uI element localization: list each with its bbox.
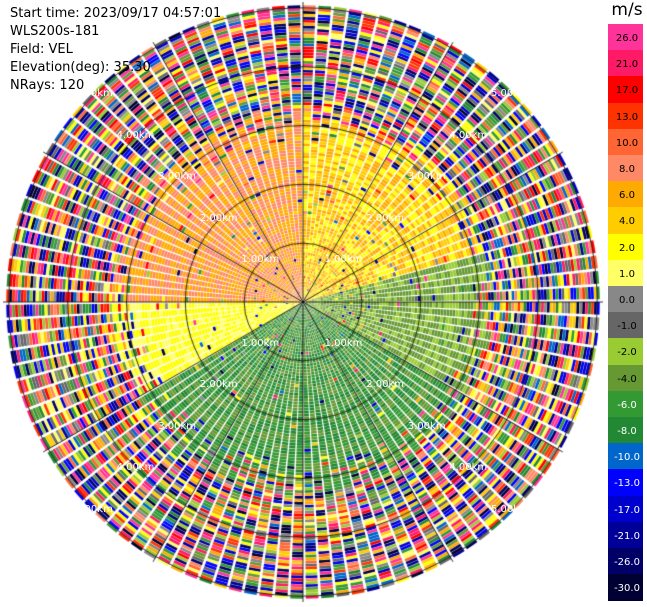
range-ring-label: 5.00km <box>490 503 529 515</box>
elevation-label: Elevation(deg): 35.30 <box>10 60 151 75</box>
colorbar-segment <box>608 338 643 366</box>
colorbar-segment <box>608 128 643 156</box>
colorbar-segment <box>608 286 643 313</box>
colorbar-segment <box>608 233 643 261</box>
range-ring-label: 1.00km <box>241 337 280 349</box>
colorbar-tick-label: 2.0 <box>619 242 635 254</box>
range-ring-label: 3.00km <box>158 171 197 183</box>
range-ring-label: 3.00km <box>407 420 446 432</box>
colorbar-segment <box>608 390 643 418</box>
range-ring-label: 5.00km <box>490 88 529 100</box>
range-ring-label: 4.00km <box>449 462 488 474</box>
colorbar-tick-label: -1.0 <box>617 321 637 333</box>
colorbar-tick-label: 0.0 <box>619 295 635 306</box>
colorbar-tick-label: -13.0 <box>614 478 640 490</box>
colorbar-tick-label: -2.0 <box>617 347 637 359</box>
colorbar-segment <box>608 521 643 549</box>
colorbar-tick-label: 21.0 <box>615 59 639 71</box>
colorbar-tick-label: 6.0 <box>619 190 635 202</box>
colorbar-segment <box>608 469 643 497</box>
colorbar-unit: m/s <box>611 0 643 20</box>
range-ring-label: 2.00km <box>366 379 404 391</box>
range-ring-label: 3.00km <box>158 420 197 432</box>
range-ring-label: 2.00km <box>199 379 238 391</box>
colorbar-segment <box>608 102 643 130</box>
colorbar-segment <box>608 155 643 182</box>
range-ring-label: 4.00km <box>449 129 488 141</box>
colorbar-segment <box>608 76 643 104</box>
colorbar-segment <box>608 181 643 209</box>
colorbar-tick-label: -30.0 <box>614 583 640 595</box>
range-ring-label: 5.00km <box>75 503 113 515</box>
colorbar-segment <box>608 574 643 602</box>
colorbar-tick-label: 8.0 <box>619 164 635 175</box>
colorbar-tick-label: 13.0 <box>615 111 639 123</box>
colorbar-tick-label: 26.0 <box>615 33 639 44</box>
range-ring-label: 1.00km <box>324 337 363 349</box>
colorbar-tick-label: -21.0 <box>614 530 640 542</box>
field-label: Field: VEL <box>10 42 73 57</box>
colorbar-segment <box>608 24 643 51</box>
colorbar-segment <box>608 259 643 287</box>
colorbar-segment <box>608 548 643 575</box>
range-ring-label: 5.00km <box>75 88 113 100</box>
colorbar-segment <box>608 495 643 523</box>
range-ring-label: 2.00km <box>366 212 404 224</box>
colorbar-tick-label: 10.0 <box>615 137 639 149</box>
start-time-label: Start time: 2023/09/17 04:57:01 <box>10 6 222 21</box>
range-ring-label: 3.00km <box>407 171 446 183</box>
colorbar-tick-label: 4.0 <box>619 216 635 228</box>
colorbar-segment <box>608 207 643 235</box>
colorbar-tick-label: -26.0 <box>614 557 640 568</box>
range-ring-label: 1.00km <box>324 254 363 266</box>
colorbar-tick-label: -17.0 <box>614 504 640 516</box>
colorbar-tick-label: -10.0 <box>614 452 640 464</box>
colorbar-segment <box>608 364 643 392</box>
range-ring-label: 2.00km <box>199 212 238 224</box>
range-ring-label: 1.00km <box>241 254 280 266</box>
colorbar-tick-label: -4.0 <box>617 373 637 385</box>
colorbar-segment <box>608 50 643 78</box>
colorbar-segment <box>608 312 643 340</box>
colorbar-tick-label: 1.0 <box>619 268 635 280</box>
colorbar-segment <box>608 443 643 471</box>
range-ring-label: 4.00km <box>116 462 155 474</box>
colorbar-segment <box>608 417 643 444</box>
instrument-label: WLS200s-181 <box>10 24 100 39</box>
nrays-label: NRays: 120 <box>10 78 85 93</box>
colorbar-tick-label: 17.0 <box>615 85 639 97</box>
range-ring-label: 4.00km <box>116 129 155 141</box>
colorbar-tick-label: -6.0 <box>617 399 637 411</box>
colorbar-tick-label: -8.0 <box>617 426 637 437</box>
